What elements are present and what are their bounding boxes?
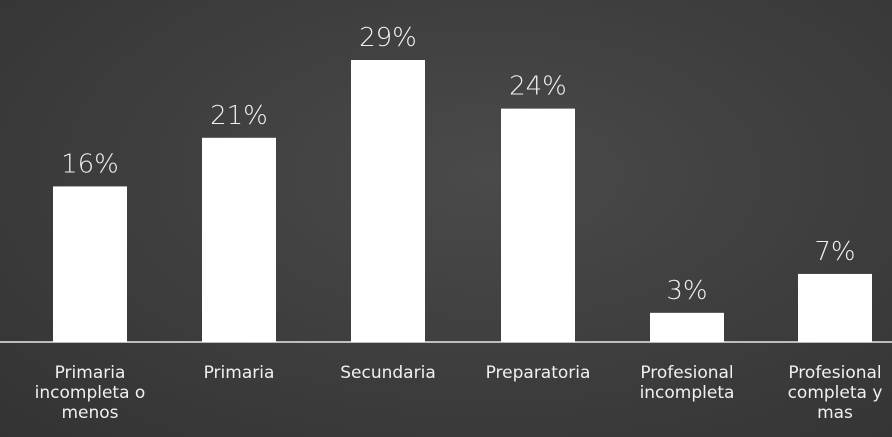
category-label-line: menos bbox=[61, 403, 118, 423]
bar-2 bbox=[351, 60, 425, 342]
value-label-3: 24% bbox=[509, 72, 567, 102]
category-label-line: Primaria bbox=[55, 363, 126, 383]
category-label-line: completa y bbox=[788, 383, 883, 403]
category-label-line: Profesional bbox=[640, 363, 733, 383]
value-label-2: 29% bbox=[359, 23, 417, 53]
category-label-line: Profesional bbox=[788, 363, 881, 383]
category-label-line: mas bbox=[817, 403, 853, 423]
bar-3 bbox=[501, 108, 575, 342]
category-label-line: Preparatoria bbox=[486, 363, 591, 383]
category-label-5: Profesional completa y mas bbox=[788, 363, 883, 423]
category-label-0: Primaria incompleta o menos bbox=[35, 363, 146, 423]
category-label-line: incompleta o bbox=[35, 383, 146, 403]
value-label-1: 21% bbox=[210, 101, 268, 131]
category-label-line: Secundaria bbox=[340, 363, 435, 383]
category-label-4: Profesional incompleta bbox=[640, 363, 735, 403]
bar-0 bbox=[53, 186, 127, 342]
value-label-5: 7% bbox=[814, 237, 855, 267]
category-label-line: incompleta bbox=[640, 383, 735, 403]
category-label-line: Primaria bbox=[204, 363, 275, 383]
category-label-3: Preparatoria bbox=[486, 363, 591, 383]
bar-1 bbox=[202, 137, 276, 342]
value-label-0: 16% bbox=[61, 149, 119, 179]
value-label-4: 3% bbox=[666, 276, 707, 306]
category-label-1: Primaria bbox=[204, 363, 275, 383]
category-label-2: Secundaria bbox=[340, 363, 435, 383]
bar-5 bbox=[798, 273, 872, 342]
bar-4 bbox=[650, 312, 724, 342]
